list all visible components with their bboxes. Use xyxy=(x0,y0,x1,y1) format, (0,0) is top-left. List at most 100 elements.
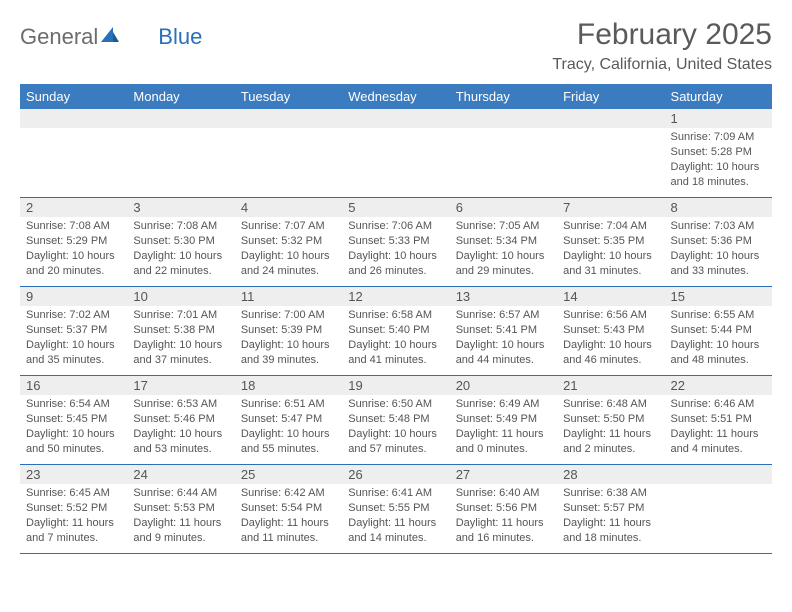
sunset-text: Sunset: 5:51 PM xyxy=(671,412,766,427)
sunrise-text: Sunrise: 6:57 AM xyxy=(456,308,551,323)
day-number: 23 xyxy=(20,465,127,484)
day-cell: 6Sunrise: 7:05 AMSunset: 5:34 PMDaylight… xyxy=(450,198,557,286)
daylight-text-2: and 35 minutes. xyxy=(26,353,121,368)
day-number: 6 xyxy=(450,198,557,217)
location: Tracy, California, United States xyxy=(552,56,772,74)
day-number: 5 xyxy=(342,198,449,217)
day-number: 4 xyxy=(235,198,342,217)
sunrise-text: Sunrise: 6:38 AM xyxy=(563,486,658,501)
day-body: Sunrise: 6:38 AMSunset: 5:57 PMDaylight:… xyxy=(557,484,664,549)
daylight-text-2: and 18 minutes. xyxy=(563,531,658,546)
day-cell: 16Sunrise: 6:54 AMSunset: 5:45 PMDayligh… xyxy=(20,376,127,464)
sunset-text: Sunset: 5:50 PM xyxy=(563,412,658,427)
sunrise-text: Sunrise: 6:50 AM xyxy=(348,397,443,412)
day-cell: 20Sunrise: 6:49 AMSunset: 5:49 PMDayligh… xyxy=(450,376,557,464)
day-cell: 23Sunrise: 6:45 AMSunset: 5:52 PMDayligh… xyxy=(20,465,127,553)
day-cell: 11Sunrise: 7:00 AMSunset: 5:39 PMDayligh… xyxy=(235,287,342,375)
day-cell: 26Sunrise: 6:41 AMSunset: 5:55 PMDayligh… xyxy=(342,465,449,553)
sunrise-text: Sunrise: 7:03 AM xyxy=(671,219,766,234)
day-body: Sunrise: 7:00 AMSunset: 5:39 PMDaylight:… xyxy=(235,306,342,371)
day-body: Sunrise: 6:46 AMSunset: 5:51 PMDaylight:… xyxy=(665,395,772,460)
sunrise-text: Sunrise: 6:46 AM xyxy=(671,397,766,412)
empty-day-strip xyxy=(20,109,127,128)
daylight-text-2: and 2 minutes. xyxy=(563,442,658,457)
day-number: 21 xyxy=(557,376,664,395)
sunrise-text: Sunrise: 6:49 AM xyxy=(456,397,551,412)
day-body: Sunrise: 6:54 AMSunset: 5:45 PMDaylight:… xyxy=(20,395,127,460)
sunset-text: Sunset: 5:53 PM xyxy=(133,501,228,516)
day-cell: 15Sunrise: 6:55 AMSunset: 5:44 PMDayligh… xyxy=(665,287,772,375)
day-number: 9 xyxy=(20,287,127,306)
day-cell: 8Sunrise: 7:03 AMSunset: 5:36 PMDaylight… xyxy=(665,198,772,286)
daylight-text-1: Daylight: 10 hours xyxy=(133,338,228,353)
day-body: Sunrise: 6:42 AMSunset: 5:54 PMDaylight:… xyxy=(235,484,342,549)
daylight-text-1: Daylight: 11 hours xyxy=(348,516,443,531)
day-body: Sunrise: 6:51 AMSunset: 5:47 PMDaylight:… xyxy=(235,395,342,460)
sunrise-text: Sunrise: 7:08 AM xyxy=(26,219,121,234)
sunrise-text: Sunrise: 6:44 AM xyxy=(133,486,228,501)
sunset-text: Sunset: 5:37 PM xyxy=(26,323,121,338)
day-number: 14 xyxy=(557,287,664,306)
empty-cell xyxy=(450,109,557,197)
month-title: February 2025 xyxy=(552,18,772,52)
daylight-text-1: Daylight: 10 hours xyxy=(133,249,228,264)
sunrise-text: Sunrise: 6:41 AM xyxy=(348,486,443,501)
sunrise-text: Sunrise: 6:48 AM xyxy=(563,397,658,412)
day-body: Sunrise: 6:53 AMSunset: 5:46 PMDaylight:… xyxy=(127,395,234,460)
daylight-text-2: and 18 minutes. xyxy=(671,175,766,190)
empty-cell xyxy=(20,109,127,197)
daylight-text-1: Daylight: 10 hours xyxy=(348,427,443,442)
daylight-text-2: and 16 minutes. xyxy=(456,531,551,546)
daylight-text-2: and 22 minutes. xyxy=(133,264,228,279)
weekday-header: Tuesday xyxy=(235,84,342,109)
day-cell: 22Sunrise: 6:46 AMSunset: 5:51 PMDayligh… xyxy=(665,376,772,464)
day-number: 2 xyxy=(20,198,127,217)
daylight-text-2: and 50 minutes. xyxy=(26,442,121,457)
weekday-header: Wednesday xyxy=(342,84,449,109)
sunrise-text: Sunrise: 6:56 AM xyxy=(563,308,658,323)
sunrise-text: Sunrise: 6:53 AM xyxy=(133,397,228,412)
day-body: Sunrise: 7:04 AMSunset: 5:35 PMDaylight:… xyxy=(557,217,664,282)
day-number: 8 xyxy=(665,198,772,217)
daylight-text-1: Daylight: 11 hours xyxy=(456,516,551,531)
day-cell: 18Sunrise: 6:51 AMSunset: 5:47 PMDayligh… xyxy=(235,376,342,464)
day-number: 10 xyxy=(127,287,234,306)
week-row: 9Sunrise: 7:02 AMSunset: 5:37 PMDaylight… xyxy=(20,287,772,376)
sunset-text: Sunset: 5:38 PM xyxy=(133,323,228,338)
sunrise-text: Sunrise: 7:07 AM xyxy=(241,219,336,234)
daylight-text-2: and 48 minutes. xyxy=(671,353,766,368)
weekday-header: Friday xyxy=(557,84,664,109)
sunset-text: Sunset: 5:43 PM xyxy=(563,323,658,338)
day-body: Sunrise: 6:45 AMSunset: 5:52 PMDaylight:… xyxy=(20,484,127,549)
day-body: Sunrise: 7:05 AMSunset: 5:34 PMDaylight:… xyxy=(450,217,557,282)
daylight-text-1: Daylight: 10 hours xyxy=(26,249,121,264)
empty-cell xyxy=(557,109,664,197)
day-number: 12 xyxy=(342,287,449,306)
weekday-header: Thursday xyxy=(450,84,557,109)
sunset-text: Sunset: 5:57 PM xyxy=(563,501,658,516)
day-cell: 9Sunrise: 7:02 AMSunset: 5:37 PMDaylight… xyxy=(20,287,127,375)
sunset-text: Sunset: 5:29 PM xyxy=(26,234,121,249)
empty-cell xyxy=(235,109,342,197)
empty-cell xyxy=(127,109,234,197)
sunrise-text: Sunrise: 7:08 AM xyxy=(133,219,228,234)
daylight-text-2: and 39 minutes. xyxy=(241,353,336,368)
day-body: Sunrise: 7:07 AMSunset: 5:32 PMDaylight:… xyxy=(235,217,342,282)
sunset-text: Sunset: 5:32 PM xyxy=(241,234,336,249)
daylight-text-1: Daylight: 10 hours xyxy=(456,249,551,264)
daylight-text-2: and 33 minutes. xyxy=(671,264,766,279)
daylight-text-2: and 55 minutes. xyxy=(241,442,336,457)
day-body: Sunrise: 7:09 AMSunset: 5:28 PMDaylight:… xyxy=(665,128,772,193)
day-cell: 21Sunrise: 6:48 AMSunset: 5:50 PMDayligh… xyxy=(557,376,664,464)
day-number: 11 xyxy=(235,287,342,306)
week-row: 16Sunrise: 6:54 AMSunset: 5:45 PMDayligh… xyxy=(20,376,772,465)
daylight-text-1: Daylight: 10 hours xyxy=(563,338,658,353)
daylight-text-2: and 31 minutes. xyxy=(563,264,658,279)
day-cell: 2 Sunrise: 7:08 AMSunset: 5:29 PMDaylight… xyxy=(20,198,127,286)
empty-day-strip xyxy=(342,109,449,128)
daylight-text-1: Daylight: 10 hours xyxy=(671,338,766,353)
weekday-header-row: Sunday Monday Tuesday Wednesday Thursday… xyxy=(20,84,772,109)
weekday-header: Monday xyxy=(127,84,234,109)
day-body: Sunrise: 6:56 AMSunset: 5:43 PMDaylight:… xyxy=(557,306,664,371)
day-cell: 3Sunrise: 7:08 AMSunset: 5:30 PMDaylight… xyxy=(127,198,234,286)
